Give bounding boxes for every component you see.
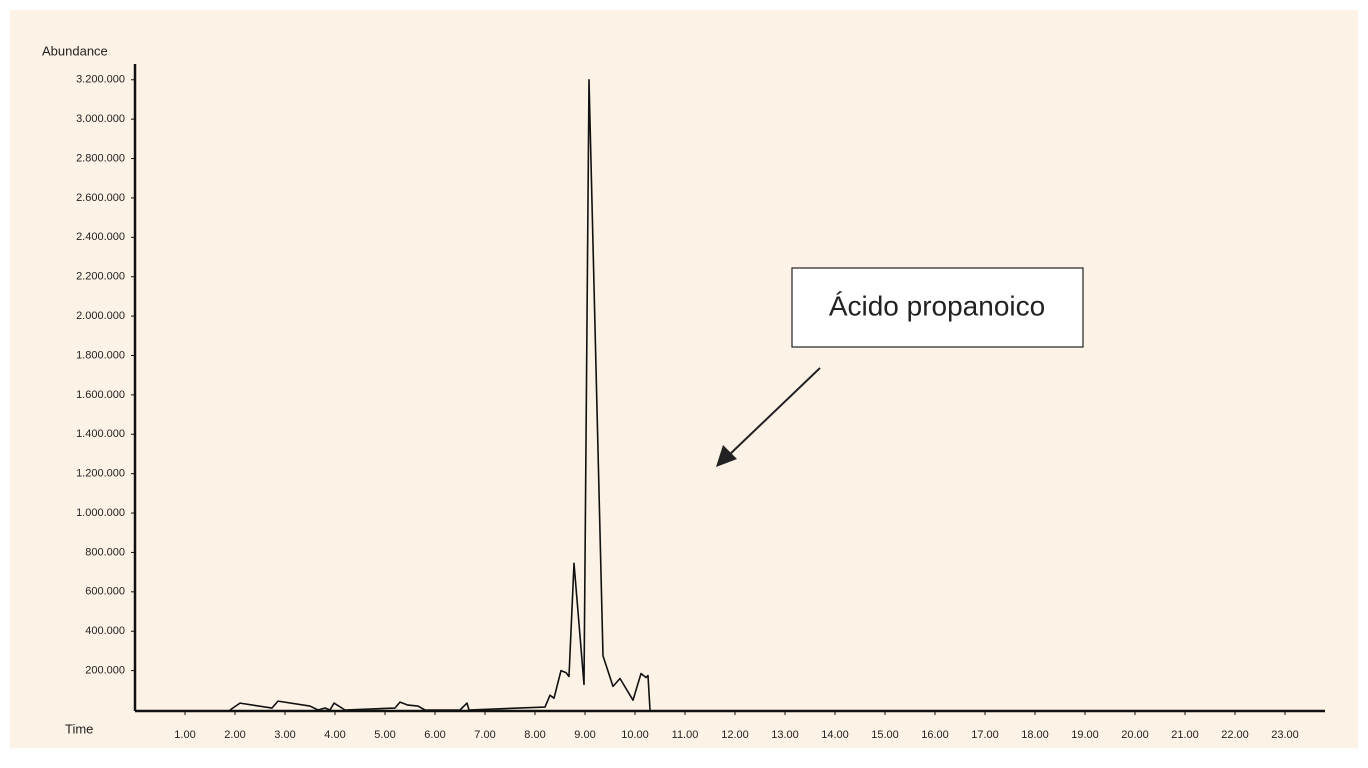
- arrow-head: [716, 445, 737, 467]
- x-tick-label: 5.00: [374, 729, 395, 741]
- x-tick-label: 17.00: [971, 729, 999, 741]
- x-tick-label: 14.00: [821, 729, 849, 741]
- arrow-shaft: [727, 367, 821, 457]
- x-tick-label: 1.00: [174, 729, 195, 741]
- x-tick-label: 3.00: [274, 729, 295, 741]
- y-tick-label: 2.200.000: [76, 271, 125, 283]
- series-line: [229, 78, 651, 711]
- x-tick-label: 6.00: [424, 729, 445, 741]
- x-tick-label: 23.00: [1271, 729, 1299, 741]
- y-tick-label: 1.800.000: [76, 349, 125, 361]
- y-tick-label: 1.400.000: [76, 428, 125, 440]
- y-tick-label: 1.200.000: [76, 468, 125, 480]
- y-tick-label: 3.200.000: [76, 74, 125, 86]
- y-tick-label: 1.000.000: [76, 507, 125, 519]
- x-tick-label: 4.00: [324, 729, 345, 741]
- x-tick-label: 21.00: [1171, 729, 1199, 741]
- x-tick-label: 9.00: [574, 729, 595, 741]
- x-tick-label: 20.00: [1121, 729, 1149, 741]
- y-tick-label: 400.000: [85, 625, 125, 637]
- y-tick-label: 2.000.000: [76, 310, 125, 322]
- y-tick-label: 2.800.000: [76, 152, 125, 164]
- y-axis-label: Abundance: [42, 43, 108, 58]
- x-tick-label: 11.00: [672, 729, 699, 741]
- x-tick-label: 8.00: [524, 729, 545, 741]
- x-tick-label: 10.00: [621, 729, 649, 741]
- y-tick-label: 3.000.000: [76, 113, 125, 125]
- x-tick-label: 7.00: [474, 729, 495, 741]
- y-tick-label: 600.000: [85, 586, 125, 598]
- x-tick-label: 12.00: [721, 729, 749, 741]
- x-tick-label: 22.00: [1221, 729, 1249, 741]
- y-tick-label: 1.600.000: [76, 389, 125, 401]
- x-tick-label: 19.00: [1071, 729, 1099, 741]
- annotation: Ácido propanoico: [829, 290, 1045, 321]
- x-tick-label: 16.00: [921, 729, 949, 741]
- x-tick-label: 15.00: [871, 729, 899, 741]
- x-axis-label: Time: [65, 721, 93, 736]
- y-tick-label: 800.000: [85, 546, 125, 558]
- y-tick-label: 2.600.000: [76, 192, 125, 204]
- y-tick-label: 2.400.000: [76, 231, 125, 243]
- x-tick-label: 2.00: [224, 729, 245, 741]
- annotation-box: [791, 267, 1084, 348]
- x-tick-label: 18.00: [1021, 729, 1049, 741]
- y-tick-label: 200.000: [85, 665, 125, 677]
- panel: [10, 10, 1358, 748]
- x-tick-label: 13.00: [771, 729, 799, 741]
